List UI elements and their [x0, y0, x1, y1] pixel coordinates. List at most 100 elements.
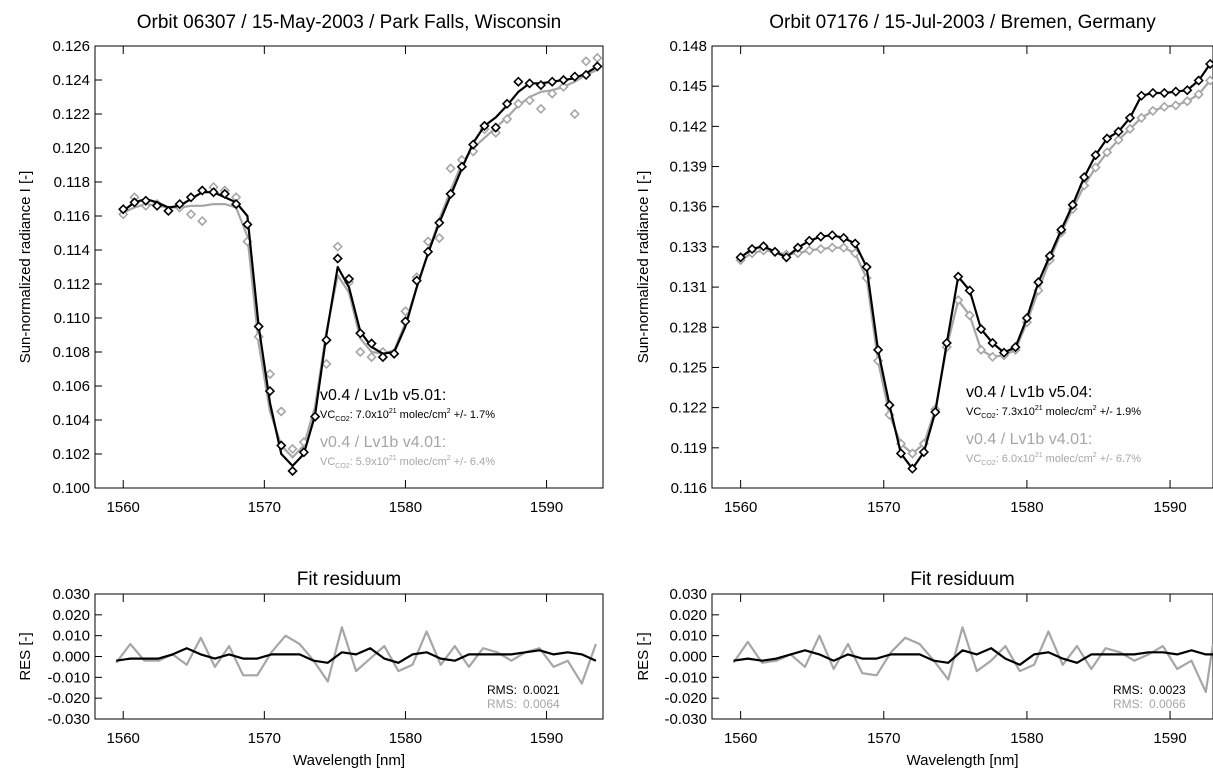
data-point [850, 248, 861, 259]
data-point [310, 411, 321, 422]
y-tick-label: 0.122 [52, 106, 90, 123]
data-point [366, 351, 377, 363]
annotation-value: VCCO2: 5.9x1021 molec/cm2 +/- 6.4% [320, 455, 495, 470]
data-point [592, 52, 603, 64]
chart-title: Fit residuum [910, 569, 1015, 590]
data-point [953, 295, 964, 306]
data-point [129, 197, 140, 208]
data-point [524, 95, 535, 106]
data-point [895, 448, 907, 459]
y-tick-label: 0.010 [52, 628, 90, 645]
plot-area [735, 58, 1213, 474]
data-point [366, 338, 377, 349]
data-point [332, 241, 343, 252]
data-point [321, 358, 332, 370]
data-point [1182, 96, 1193, 107]
data-point [975, 324, 987, 335]
annotation-title: v0.4 / Lv1b v4.01: [320, 434, 446, 451]
data-point [792, 248, 804, 259]
rms-value: 0.0021 [523, 683, 560, 697]
annotation-title: v0.4 / Lv1b v4.01: [966, 431, 1092, 448]
data-point [185, 192, 197, 203]
data-point [524, 78, 535, 89]
data-point [907, 448, 918, 459]
y-tick-label: 0.030 [669, 586, 707, 603]
x-tick-label: 1560 [107, 730, 140, 747]
chart-title: Fit residuum [297, 569, 402, 590]
data-point [998, 347, 1010, 358]
data-point [907, 463, 918, 474]
series-line [733, 647, 1213, 666]
data-point [197, 215, 208, 227]
data-point [118, 204, 129, 215]
data-point [163, 205, 174, 217]
rms-label: RMS: [487, 697, 517, 711]
y-tick-label: -0.020 [47, 690, 90, 707]
x-tick-label: 1560 [107, 499, 140, 516]
data-point [1056, 224, 1067, 235]
data-point [389, 348, 400, 359]
data-point [569, 108, 580, 120]
y-tick-label: 0.030 [52, 586, 90, 603]
data-point [253, 321, 264, 332]
x-tick-label: 1580 [1010, 499, 1043, 516]
data-point [987, 337, 998, 349]
y-tick-label: 0.145 [669, 78, 707, 95]
data-point [1113, 134, 1124, 146]
y-tick-label: 0.116 [54, 208, 90, 225]
data-point [151, 200, 163, 211]
rms-value: 0.0066 [1149, 697, 1186, 711]
data-point [838, 232, 849, 244]
rms-label: RMS: [487, 683, 517, 697]
x-tick-label: 1560 [724, 499, 757, 516]
data-point [1193, 75, 1204, 86]
data-point [422, 246, 434, 257]
y-tick-label: 0.110 [54, 310, 90, 327]
data-point [1170, 86, 1181, 97]
data-point [298, 447, 309, 458]
y-tick-label: 0.102 [52, 446, 90, 463]
y-tick-label: 0.122 [669, 400, 707, 417]
data-point [547, 76, 558, 87]
data-point [456, 161, 468, 172]
data-point [558, 74, 569, 86]
y-tick-label: 0.118 [54, 174, 90, 191]
data-point [547, 88, 558, 99]
y-tick-label: -0.020 [664, 690, 707, 707]
data-point [479, 120, 490, 132]
data-point [1159, 101, 1170, 112]
y-axis-label: RES [-] [17, 632, 34, 680]
y-tick-label: 0.133 [669, 239, 707, 256]
data-point [1170, 100, 1181, 111]
y-tick-label: 0.106 [52, 378, 90, 395]
x-tick-label: 1580 [1010, 730, 1043, 747]
x-tick-label: 1590 [530, 730, 563, 747]
data-point [332, 253, 343, 264]
data-point [580, 69, 592, 81]
data-point [276, 406, 287, 417]
data-point [535, 103, 547, 115]
plot-area [732, 626, 1213, 694]
data-point [1044, 250, 1055, 262]
data-point [1010, 341, 1021, 353]
y-tick-label: 0.116 [671, 480, 707, 497]
data-point [953, 271, 964, 282]
y-tick-label: 0.114 [54, 242, 90, 259]
data-point [930, 406, 941, 418]
data-point [1090, 149, 1101, 161]
data-point [815, 231, 826, 242]
data-point [1124, 112, 1136, 123]
data-point [1159, 87, 1170, 99]
data-point [501, 113, 513, 125]
y-tick-label: 0.108 [52, 344, 90, 361]
data-point [580, 56, 592, 67]
data-point [804, 235, 815, 246]
y-tick-label: 0.000 [669, 649, 707, 666]
plot-area [118, 52, 603, 477]
data-point [872, 344, 884, 356]
y-tick-label: -0.010 [47, 669, 90, 686]
data-point [445, 163, 456, 174]
x-tick-label: 1560 [724, 730, 757, 747]
annotation-value: VCCO2: 7.0x1021 molec/cm2 +/- 1.7% [320, 408, 495, 423]
data-point [1101, 133, 1113, 144]
